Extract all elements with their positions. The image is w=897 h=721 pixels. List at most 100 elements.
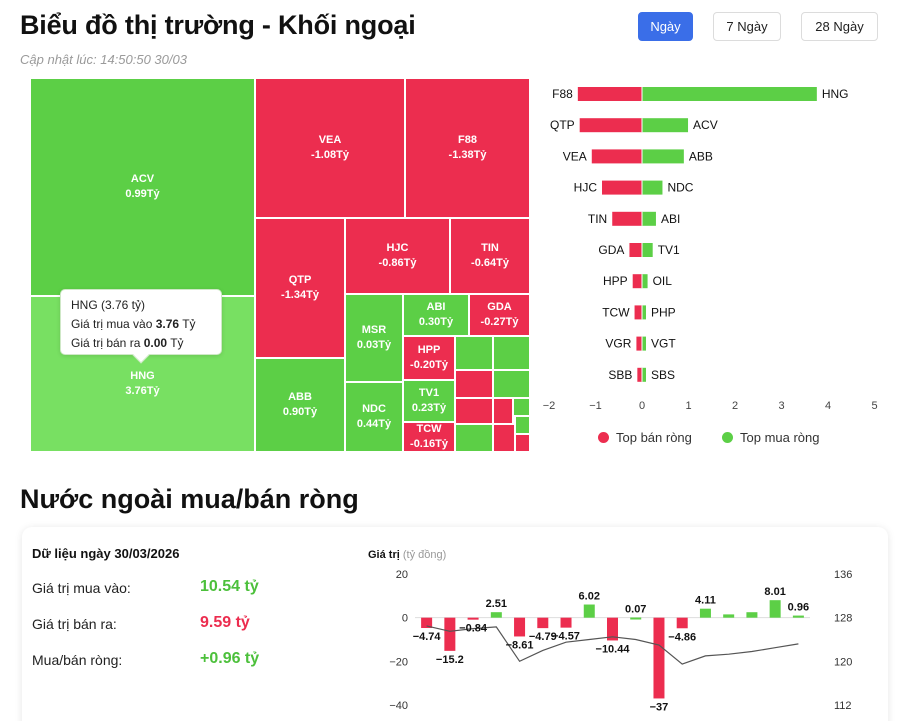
net-bar <box>467 617 479 620</box>
buy-bar <box>642 367 646 382</box>
buy-code-label: SBS <box>651 368 675 382</box>
net-bar <box>723 614 735 618</box>
net-bar <box>676 617 688 629</box>
legend-sell[interactable]: Top bán ròng <box>598 430 692 445</box>
net-data-label: 6.02 <box>579 591 600 603</box>
treemap-tile-hjc[interactable]: HJC -0.86Tỷ <box>345 218 450 294</box>
tile-code: GDA <box>487 301 512 313</box>
net-bar <box>699 608 711 618</box>
tile-code: ACV <box>130 173 155 185</box>
tile-value: 0.23Tỷ <box>411 402 447 414</box>
treemap-tile-acv[interactable]: ACV 0.99Tỷ <box>30 78 255 296</box>
y-tick-label: −40 <box>389 700 408 712</box>
sell-code-label: VGR <box>605 337 631 351</box>
treemap-tile-tin[interactable]: TIN -0.64Tỷ <box>450 218 530 294</box>
tile-value: 0.30Tỷ <box>418 316 454 328</box>
tile-value: -0.27Tỷ <box>480 316 519 328</box>
tooltip-sell-label: Giá trị bán ra <box>71 336 141 350</box>
net-chart-title-text: Giá trị <box>368 549 400 561</box>
buy-code-label: TV1 <box>658 243 680 257</box>
stat-net-label: Mua/bán ròng: <box>32 652 123 668</box>
treemap-tile-gda[interactable]: GDA -0.27Tỷ <box>469 294 530 336</box>
tile-code: ABB <box>288 391 312 403</box>
sell-bar <box>577 87 642 101</box>
sell-bar <box>634 305 642 320</box>
sell-code-label: TIN <box>588 212 607 226</box>
tile-value: 0.44Tỷ <box>356 418 392 430</box>
buy-code-label: NDC <box>667 181 693 195</box>
y2-tick-label: 112 <box>834 700 852 712</box>
buy-code-label: ABB <box>689 149 713 163</box>
treemap-tile-vea[interactable]: VEA -1.08Tỷ <box>255 78 405 218</box>
y-tick-label: 0 <box>402 613 408 625</box>
tile-value: 0.99Tỷ <box>125 188 160 200</box>
treemap-tile-small[interactable] <box>455 336 493 370</box>
treemap-tile-tcw[interactable]: TCW -0.16Tỷ <box>403 422 455 452</box>
net-data-label: −4.57 <box>552 631 580 643</box>
treemap-tile-msr[interactable]: MSR 0.03Tỷ <box>345 294 403 382</box>
net-data-label: 4.11 <box>695 595 716 607</box>
tile-value: -0.86Tỷ <box>378 257 417 269</box>
net-bar <box>444 617 456 651</box>
tile-code: HJC <box>386 242 409 254</box>
x-tick-label: 5 <box>871 400 877 412</box>
treemap-tile-small[interactable] <box>455 370 493 398</box>
tile-code: QTP <box>288 274 312 286</box>
treemap-tile-small[interactable] <box>493 370 530 398</box>
buy-bar <box>642 118 689 133</box>
net-bar <box>607 617 618 641</box>
stat-buy-value: 10.54 tỷ <box>200 578 259 595</box>
sell-code-label: SBB <box>608 368 632 382</box>
treemap-tile-small[interactable] <box>493 398 513 424</box>
treemap-tile-tv1[interactable]: TV1 0.23Tỷ <box>403 380 455 422</box>
range-button-28-days[interactable]: 28 Ngày <box>801 12 878 41</box>
treemap-tile-small[interactable] <box>515 416 530 434</box>
buy-code-label: VGT <box>651 337 676 351</box>
treemap-tile-small[interactable] <box>455 424 493 452</box>
treemap-tile-small[interactable] <box>493 336 530 370</box>
range-button-day[interactable]: Ngày <box>638 12 693 41</box>
x-tick-label: −2 <box>543 400 556 412</box>
treemap-tile-hpp[interactable]: HPP -0.20Tỷ <box>403 336 455 380</box>
x-tick-label: 4 <box>825 400 831 412</box>
buy-code-label: ABI <box>661 212 680 226</box>
tile-value: -1.08Tỷ <box>311 149 349 161</box>
legend-buy[interactable]: Top mua ròng <box>722 430 820 445</box>
net-data-label: −4.74 <box>413 631 442 643</box>
y2-tick-label: 120 <box>834 656 852 668</box>
net-chart-title: Giá trị (tỷ đồng) <box>368 549 446 561</box>
sell-bar <box>591 149 642 164</box>
treemap-tile-abb[interactable]: ABB 0.90Tỷ <box>255 358 345 452</box>
treemap-tile-small[interactable] <box>455 398 493 424</box>
range-button-7-days[interactable]: 7 Ngày <box>713 12 781 41</box>
treemap-tooltip: HNG (3.76 tỷ) Giá trị mua vào 3.76 Tỷ Gi… <box>60 289 222 364</box>
tooltip-sell-unit: Tỷ <box>170 336 184 350</box>
treemap-tile-small[interactable] <box>515 434 530 452</box>
tile-value: -1.38Tỷ <box>448 149 487 161</box>
net-flow-bar-chart: 20 0 −20 −40 136 128 120 112 −4.74 −15.2 −0.84 2.51… <box>389 569 852 713</box>
x-tick-label: −1 <box>589 400 602 412</box>
net-bar <box>537 617 549 629</box>
tile-code: ABI <box>426 301 446 313</box>
data-date: Dữ liệu ngày 30/03/2026 <box>32 546 180 561</box>
treemap-tile-qtp[interactable]: QTP -1.34Tỷ <box>255 218 345 358</box>
tile-code: NDC <box>362 403 386 415</box>
treemap-tile-small[interactable] <box>513 398 530 416</box>
sell-code-label: HPP <box>603 274 628 288</box>
treemap-tile-f88[interactable]: F88 -1.38Tỷ <box>405 78 530 218</box>
treemap-tile-abi[interactable]: ABI 0.30Tỷ <box>403 294 469 336</box>
net-data-label: −15.2 <box>436 654 464 666</box>
net-data-label: 2.51 <box>486 598 507 610</box>
legend-buy-label: Top mua ròng <box>740 430 820 445</box>
sell-bar <box>602 180 642 195</box>
sell-code-label: QTP <box>550 118 575 132</box>
net-data-label: −8.61 <box>506 639 534 651</box>
sell-code-label: VEA <box>563 149 587 163</box>
sell-bar <box>637 367 642 382</box>
treemap-tile-small[interactable] <box>493 424 515 452</box>
sell-bar <box>629 243 642 257</box>
treemap-tile-ndc[interactable]: NDC 0.44Tỷ <box>345 382 403 452</box>
sell-code-label: HJC <box>574 181 598 195</box>
sell-bar <box>579 118 642 133</box>
net-data-label: −10.44 <box>596 643 631 655</box>
